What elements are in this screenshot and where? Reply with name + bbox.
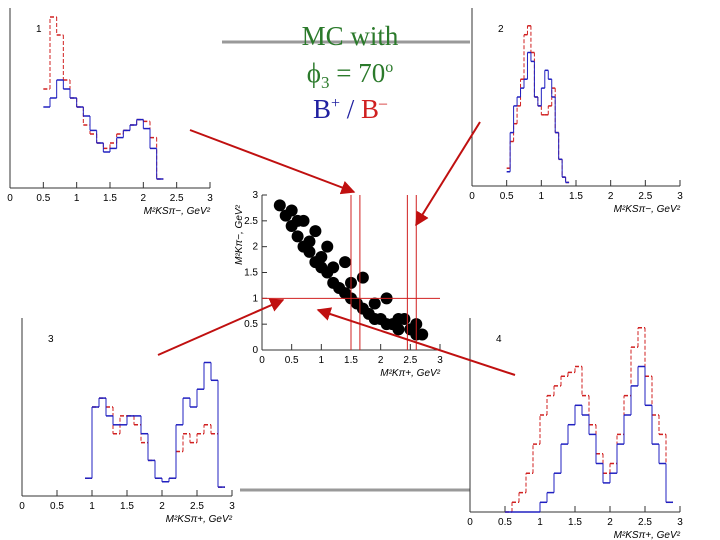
panel-label: 1 xyxy=(36,24,42,35)
x-tick-label: 2.5 xyxy=(638,191,652,202)
point xyxy=(368,297,381,310)
y-tick-label: 2 xyxy=(252,242,258,253)
x-tick-label: 1.5 xyxy=(344,355,358,366)
point xyxy=(339,256,352,269)
point xyxy=(273,199,286,212)
x-tick-label: 3 xyxy=(437,355,443,366)
x-tick-label: 1 xyxy=(537,517,543,528)
y-axis-label: M²Kπ−, GeV² xyxy=(234,204,245,264)
x-tick-label: 3 xyxy=(207,193,213,204)
phi-sub: 3 xyxy=(321,73,330,92)
x-tick-label: 1.5 xyxy=(120,501,134,512)
x-axis-label: M²KSπ−, GeV² xyxy=(144,206,211,217)
x-tick-label: 1.5 xyxy=(568,517,582,528)
point xyxy=(392,323,405,336)
x-tick-label: 0 xyxy=(7,193,13,204)
x-tick-label: 2 xyxy=(607,517,613,528)
y-tick-label: 3 xyxy=(252,190,258,201)
point xyxy=(392,313,405,325)
x-tick-label: 1.5 xyxy=(569,191,583,202)
x-tick-label: 3 xyxy=(677,191,683,202)
x-tick-label: 2 xyxy=(141,193,147,204)
x-tick-label: 1 xyxy=(74,193,80,204)
point xyxy=(356,271,369,284)
y-tick-label: 0.5 xyxy=(244,319,258,330)
point xyxy=(416,328,429,341)
x-tick-label: 0 xyxy=(467,517,473,528)
panel-label: 3 xyxy=(48,334,54,345)
x-tick-label: 0.5 xyxy=(36,193,50,204)
y-tick-label: 1.5 xyxy=(244,268,258,279)
b-plus-sup: + xyxy=(331,95,340,112)
title-phi: ϕ3 = 70o xyxy=(307,58,393,92)
point xyxy=(291,214,304,227)
x-tick-label: 1 xyxy=(539,191,545,202)
x-tick-label: 0 xyxy=(469,191,475,202)
x-tick-label: 0.5 xyxy=(50,501,64,512)
arrow xyxy=(157,298,285,356)
phi-rest: = 70 xyxy=(329,58,385,88)
point xyxy=(321,240,334,253)
y-tick-label: 2.5 xyxy=(244,216,258,227)
x-tick-label: 0.5 xyxy=(498,517,512,528)
x-tick-label: 1 xyxy=(89,501,95,512)
point xyxy=(303,245,316,258)
panel-label: 2 xyxy=(498,24,504,35)
title-b: B+ / B– xyxy=(313,94,388,124)
x-tick-label: 0 xyxy=(19,501,25,512)
point xyxy=(327,261,340,274)
title-line: MC with xyxy=(302,21,399,51)
y-tick-label: 1 xyxy=(252,293,258,304)
point xyxy=(291,230,304,243)
x-tick-label: 2.5 xyxy=(190,501,204,512)
arrow xyxy=(316,307,516,376)
x-axis-label: M²Kπ+, GeV² xyxy=(380,368,440,379)
x-tick-label: 2.5 xyxy=(638,517,652,528)
x-tick-label: 2 xyxy=(159,501,165,512)
b-plus: B xyxy=(313,94,331,124)
b-minus: B xyxy=(361,94,379,124)
x-tick-label: 2 xyxy=(378,355,384,366)
x-axis-label: M²KSπ+, GeV² xyxy=(614,530,681,540)
slash: / xyxy=(340,94,361,124)
arrow xyxy=(189,129,356,195)
x-tick-label: 2.5 xyxy=(403,355,417,366)
point xyxy=(285,204,298,217)
phi: ϕ xyxy=(307,58,321,88)
x-tick-label: 2.5 xyxy=(170,193,184,204)
x-axis-label: M²KSπ+, GeV² xyxy=(166,514,233,525)
y-tick-label: 0 xyxy=(252,345,258,356)
x-tick-label: 1 xyxy=(319,355,325,366)
arrow xyxy=(415,121,481,227)
x-tick-label: 0.5 xyxy=(285,355,299,366)
x-tick-label: 0 xyxy=(259,355,265,366)
x-tick-label: 1.5 xyxy=(103,193,117,204)
point xyxy=(309,225,322,238)
x-axis-label: M²KSπ−, GeV² xyxy=(614,204,681,215)
panel-label: 4 xyxy=(496,334,502,345)
b-minus-sup: – xyxy=(378,95,388,112)
arrows xyxy=(157,121,516,376)
x-tick-label: 0.5 xyxy=(500,191,514,202)
x-tick-label: 2 xyxy=(608,191,614,202)
x-tick-label: 3 xyxy=(677,517,683,528)
point xyxy=(315,251,328,263)
phi-sup: o xyxy=(385,59,393,76)
point xyxy=(303,235,316,248)
x-tick-label: 3 xyxy=(229,501,235,512)
